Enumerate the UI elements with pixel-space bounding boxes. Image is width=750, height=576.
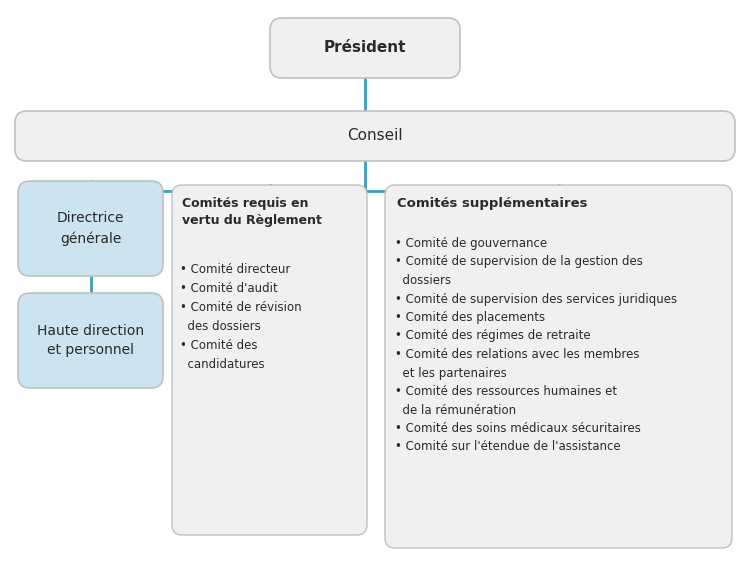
Text: • Comité directeur
• Comité d'audit
• Comité de révision
  des dossiers
• Comité: • Comité directeur • Comité d'audit • Co… xyxy=(180,263,302,371)
Text: • Comité de gouvernance
• Comité de supervision de la gestion des
  dossiers
• C: • Comité de gouvernance • Comité de supe… xyxy=(395,237,677,453)
FancyBboxPatch shape xyxy=(172,185,367,535)
FancyBboxPatch shape xyxy=(15,111,735,161)
Text: Directrice
générale: Directrice générale xyxy=(57,211,125,245)
Text: Haute direction
et personnel: Haute direction et personnel xyxy=(37,324,144,357)
FancyBboxPatch shape xyxy=(270,18,460,78)
FancyBboxPatch shape xyxy=(18,181,163,276)
Text: Président: Président xyxy=(324,40,406,55)
Text: Conseil: Conseil xyxy=(347,128,403,143)
Text: Comités supplémentaires: Comités supplémentaires xyxy=(397,197,587,210)
FancyBboxPatch shape xyxy=(385,185,732,548)
FancyBboxPatch shape xyxy=(18,293,163,388)
Text: Comités requis en
vertu du Règlement: Comités requis en vertu du Règlement xyxy=(182,197,322,227)
